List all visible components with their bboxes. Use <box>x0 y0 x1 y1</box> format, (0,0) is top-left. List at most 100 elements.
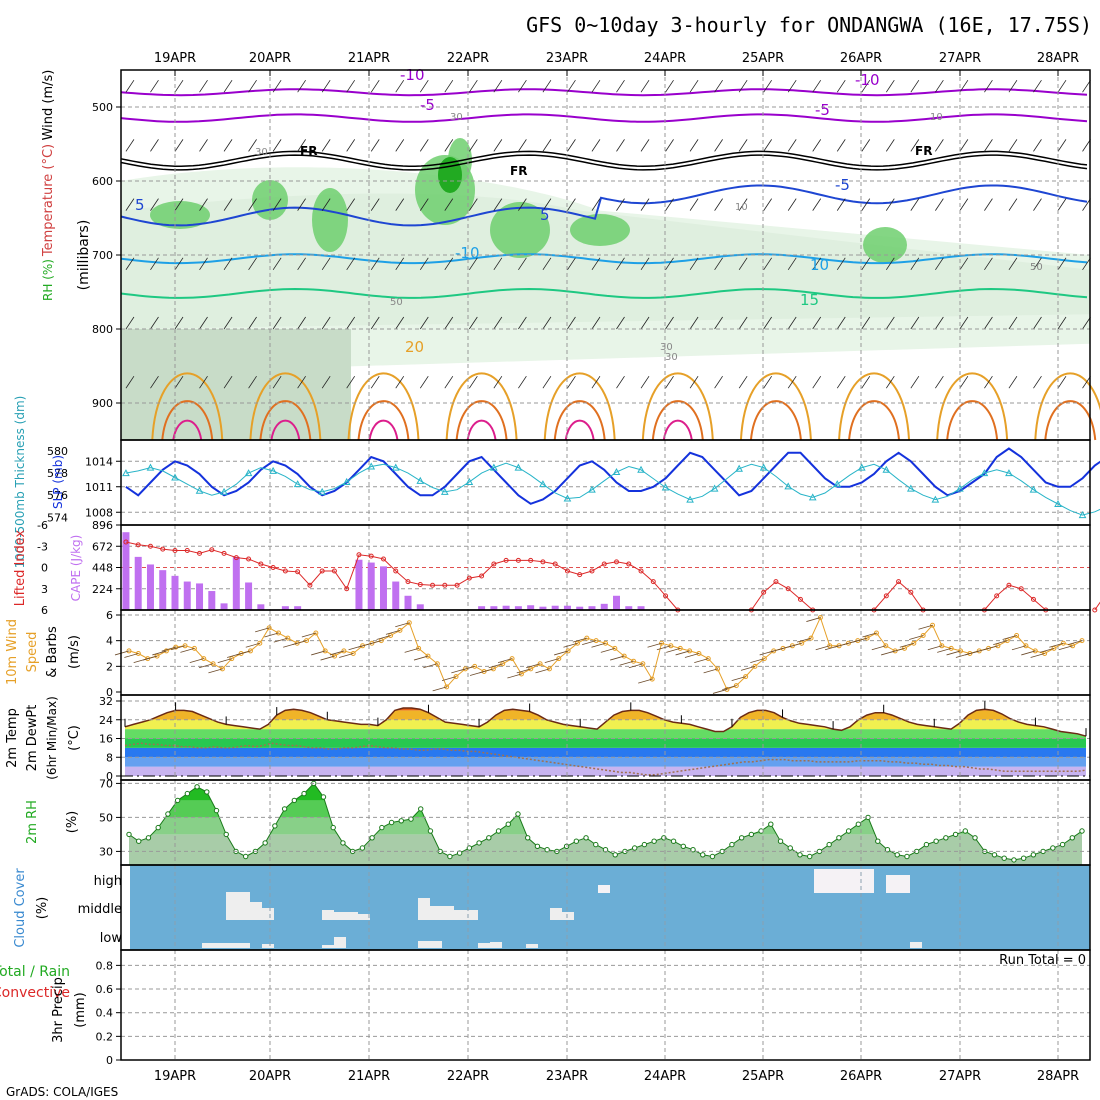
wind-barb <box>542 257 552 271</box>
wind-barb-10m <box>255 627 270 633</box>
temp30-arch-3 <box>466 419 497 441</box>
cloud-level-label-2: low <box>100 931 123 946</box>
li-marker <box>650 579 656 585</box>
date-top-3: 22APR <box>447 51 489 66</box>
rh-marker <box>242 853 249 860</box>
rh-marker <box>213 807 220 814</box>
cape-bar <box>563 605 571 610</box>
wind-barb <box>419 316 429 330</box>
ytick-label-wind-2: 2 <box>106 660 113 673</box>
cloud-mid-block <box>430 906 454 920</box>
wind-barb <box>1057 198 1067 211</box>
wind-barb-10m <box>582 640 597 646</box>
ytick-label-slp-1008: 1008 <box>85 506 113 519</box>
wind-barb <box>1057 139 1067 152</box>
wind-barb <box>763 198 772 211</box>
wind-barb <box>518 139 527 152</box>
cape-bar <box>404 595 412 610</box>
wind-speed-marker <box>182 643 188 649</box>
wind-barb <box>616 139 625 152</box>
wind-speed-marker <box>687 648 693 654</box>
wind-barb <box>199 198 208 211</box>
thickness-marker <box>563 494 572 502</box>
wind-barb <box>616 316 625 330</box>
wind-speed-marker <box>1032 648 1038 654</box>
wind-barb-10m <box>479 668 494 674</box>
wind-speed-marker <box>416 645 422 651</box>
label-wind-1: 10m Wind <box>5 619 20 685</box>
wind-barb <box>223 257 233 271</box>
wind-barb <box>591 79 601 93</box>
wind-barb <box>591 257 601 271</box>
wind-barb <box>787 139 797 152</box>
wind-barb-10m <box>722 685 737 690</box>
thickness-marker <box>514 463 523 471</box>
wind-speed-marker <box>892 648 898 654</box>
li-marker <box>442 582 448 588</box>
wind-barb-10m <box>544 658 559 664</box>
label-precip-3: 3hr Precip <box>51 977 66 1043</box>
thickness-marker <box>784 482 793 490</box>
label-li: Lifted Index <box>13 529 28 606</box>
rh-contour-label-7: 10 <box>735 202 748 213</box>
cloud-cover-panel: high middle low <box>78 865 1090 950</box>
rh-marker <box>631 845 638 851</box>
cape-bar <box>281 606 289 610</box>
thickness-marker <box>808 493 817 501</box>
wind-barb <box>346 79 356 93</box>
wind-barb <box>395 375 405 389</box>
thickness-marker <box>318 487 327 495</box>
wind-barb-10m <box>292 640 307 646</box>
wind-speed-marker <box>266 625 272 631</box>
rh-marker <box>836 835 842 841</box>
temp25-arch-8 <box>946 400 999 441</box>
freezing-level-label-2: FR <box>915 144 932 158</box>
rh-marker <box>408 816 414 822</box>
rh-marker <box>573 838 580 844</box>
date-bottom-6: 25APR <box>742 1069 784 1084</box>
rh-marker <box>126 831 132 838</box>
li-marker <box>233 555 239 561</box>
ytick-label-rh-70: 70 <box>99 777 113 790</box>
rh-green-blob-5 <box>570 214 630 246</box>
li-marker <box>368 553 374 559</box>
li-marker <box>160 546 166 552</box>
label-wind-2: Speed <box>25 632 40 673</box>
wind-barb-10m <box>432 686 447 692</box>
li-marker <box>638 568 644 574</box>
ytick-label-upper-900: 900 <box>92 397 113 410</box>
wind-barb <box>272 257 282 271</box>
wind-barb <box>248 316 257 330</box>
cloud-mid-block <box>454 910 478 920</box>
li-line-0 <box>125 541 679 611</box>
wind-barb <box>1033 375 1042 389</box>
wind-barb <box>567 257 576 271</box>
label-thickness: 1000-500mb Thickness (dm) <box>13 396 27 569</box>
wind-barb <box>1082 79 1091 93</box>
wind-barb-10m <box>367 640 382 646</box>
wind-barb-10m <box>329 650 345 656</box>
chart-title: GFS 0~10day 3-hourly for ONDANGWA (16E, … <box>526 13 1092 37</box>
label-temp-3: (6hr Min/Max) <box>45 696 59 780</box>
wind-barb <box>297 257 306 271</box>
wind-barb <box>910 257 920 271</box>
wind-barb <box>885 79 895 93</box>
wind-speed-marker <box>631 658 637 664</box>
cape-bar <box>637 606 645 610</box>
wind-barb <box>787 257 797 271</box>
wind-speed-marker <box>546 666 552 672</box>
wind-barb-10m <box>684 653 700 658</box>
date-bottom-1: 20APR <box>249 1069 291 1084</box>
wind-barb <box>518 79 527 93</box>
wind-barb <box>493 375 503 389</box>
wind-speed-marker <box>350 651 356 656</box>
li-marker <box>147 543 153 549</box>
wind-barb <box>174 198 184 211</box>
wind-barb-10m <box>180 647 195 653</box>
label-rh2m: 2m RH <box>25 800 40 844</box>
wind-barb <box>125 79 135 93</box>
temp20-arch-0 <box>151 372 224 441</box>
wind-barb <box>199 257 208 271</box>
wind-barb <box>665 79 674 93</box>
wind-speed-marker <box>752 663 758 669</box>
